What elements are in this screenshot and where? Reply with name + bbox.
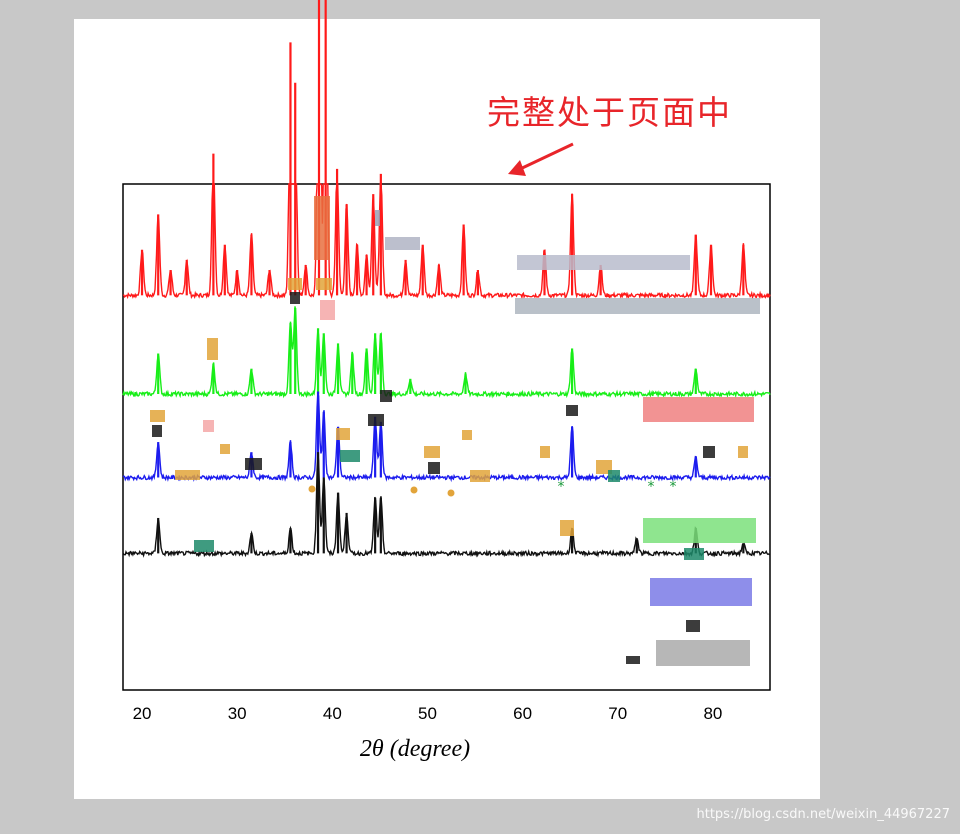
- pixelated-marker-5: [643, 518, 756, 543]
- pixelated-marker-2: [517, 255, 690, 270]
- dot-marker-icon: [308, 485, 316, 493]
- pixelated-marker-36: [684, 548, 704, 560]
- pixelated-marker-13: [175, 470, 200, 480]
- pixelated-marker-3: [515, 298, 760, 314]
- x-axis-label: 2θ (degree): [360, 736, 470, 762]
- x-tick-label: 70: [608, 704, 627, 723]
- pixelated-markers: * * *: [150, 196, 760, 666]
- pixelated-marker-37: [686, 620, 700, 632]
- pixelated-marker-33: [738, 446, 748, 458]
- pixelated-marker-15: [288, 278, 302, 290]
- arrow-shaft: [517, 142, 574, 172]
- series-line-2: [122, 391, 771, 483]
- x-tick-label: 30: [228, 704, 247, 723]
- asterisk-marker-icon: *: [670, 479, 677, 495]
- pixelated-marker-12: [220, 444, 230, 454]
- dot-marker-icon: [410, 486, 418, 494]
- pixelated-marker-1: [385, 237, 420, 250]
- dot-marker-icon: [447, 489, 455, 497]
- pixelated-marker-18: [316, 278, 332, 290]
- pixelated-marker-26: [462, 430, 472, 440]
- series-line-0: [122, 183, 771, 300]
- series-line-1: [122, 306, 771, 399]
- x-tick-label: 60: [513, 704, 532, 723]
- pixelated-marker-9: [152, 425, 162, 437]
- pixelated-marker-22: [368, 414, 384, 426]
- pixelated-marker-29: [566, 405, 578, 416]
- pixelated-marker-34: [560, 520, 574, 536]
- pixelated-marker-20: [336, 428, 350, 440]
- pixelated-marker-19: [320, 300, 335, 320]
- asterisk-marker-icon: *: [558, 479, 565, 495]
- plot-border: [122, 183, 771, 691]
- plot-frame: [122, 183, 771, 691]
- x-ticks: 20 30 40 50 60 70 80: [133, 704, 723, 723]
- pixelated-marker-17: [314, 196, 330, 260]
- x-tick-label: 40: [323, 704, 342, 723]
- pixelated-marker-32: [703, 446, 715, 458]
- pixelated-marker-0: [375, 210, 380, 226]
- pixelated-marker-7: [656, 640, 750, 666]
- pixelated-marker-35: [194, 540, 214, 552]
- pixelated-marker-16: [290, 292, 300, 304]
- pixelated-marker-38: [626, 656, 640, 664]
- x-tick-label: 80: [703, 704, 722, 723]
- annotation-arrow-icon: [508, 142, 574, 176]
- asterisk-marker-icon: *: [648, 479, 655, 495]
- annotation-text: 完整处于页面中: [487, 93, 732, 132]
- pixelated-marker-27: [470, 470, 490, 482]
- pixelated-marker-6: [650, 578, 752, 606]
- pixelated-marker-8: [150, 410, 165, 422]
- watermark-text: https://blog.csdn.net/weixin_44967227: [696, 807, 950, 822]
- series-layer: [122, 0, 771, 558]
- arrow-head: [508, 160, 526, 176]
- x-tick-label: 20: [133, 704, 152, 723]
- pixelated-marker-10: [207, 338, 218, 360]
- pixelated-marker-11: [203, 420, 214, 432]
- pixelated-marker-25: [428, 462, 440, 474]
- series-line-3: [122, 452, 771, 558]
- pixelated-marker-23: [380, 390, 392, 402]
- pixelated-marker-14: [245, 458, 262, 470]
- pixelated-marker-28: [540, 446, 550, 458]
- pixelated-marker-4: [643, 397, 754, 422]
- pixelated-marker-21: [340, 450, 360, 462]
- pixelated-marker-24: [424, 446, 440, 458]
- x-tick-label: 50: [418, 704, 437, 723]
- pixelated-marker-31: [608, 470, 620, 482]
